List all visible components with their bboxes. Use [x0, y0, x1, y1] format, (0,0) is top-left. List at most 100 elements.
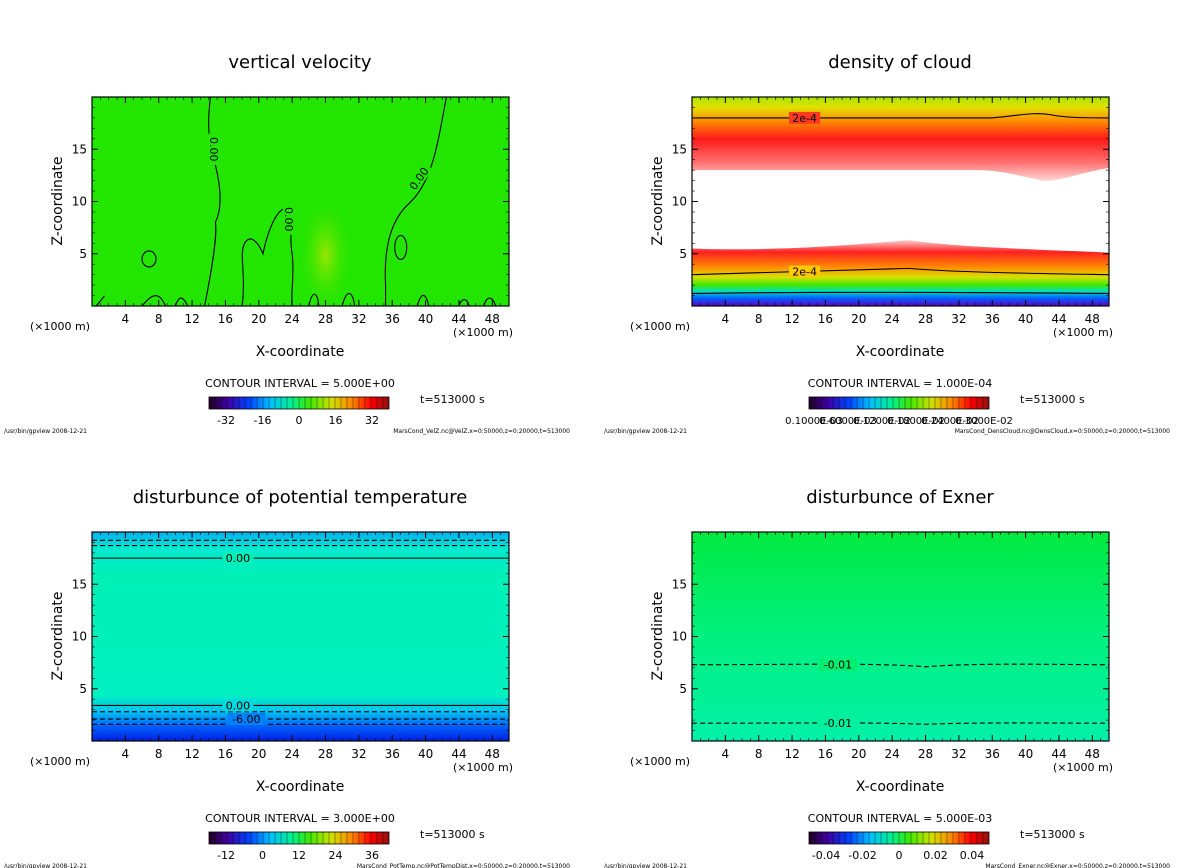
colorbar-tick-label: 0.1000E-03	[785, 416, 843, 427]
contour-line	[204, 96, 221, 307]
colorbar-tick-label: 36	[365, 849, 379, 862]
x-tick-label: 40	[418, 312, 433, 326]
colorbar-tick-label: -0.02	[848, 849, 876, 862]
y-tick-label: 5	[79, 247, 87, 261]
contour-line	[308, 293, 320, 307]
y-tick-label: 15	[72, 577, 87, 591]
contour-line	[691, 267, 1110, 276]
contour-label: 0.00	[226, 699, 251, 712]
contour-label-bg	[405, 162, 433, 195]
colorbar-tick-label: 0	[896, 849, 903, 862]
y-axis-label: Z-coordinate	[50, 156, 66, 245]
y-axis-label: Z-coordinate	[50, 591, 66, 680]
contour-line	[141, 295, 166, 307]
x-unit-left: (×1000 m)	[630, 755, 690, 768]
colorbar-tick-label: 24	[329, 849, 343, 862]
x-tick-label: 32	[951, 747, 966, 761]
x-tick-label: 32	[951, 312, 966, 326]
x-unit-right: (×1000 m)	[453, 761, 513, 774]
x-tick-label: 24	[885, 747, 900, 761]
contour-line	[458, 299, 470, 307]
x-tick-label: 16	[818, 312, 833, 326]
y-tick-label: 5	[679, 247, 687, 261]
x-tick-label: 16	[218, 747, 233, 761]
x-axis-label: X-coordinate	[856, 779, 945, 795]
colorbar-tick-label: 0	[259, 849, 266, 862]
contour-line	[95, 295, 105, 307]
contour-label-bg	[282, 203, 295, 235]
x-axis-label: X-coordinate	[856, 344, 945, 360]
x-unit-right: (×1000 m)	[1053, 761, 1113, 774]
contour-line	[483, 297, 497, 307]
contour-line	[394, 234, 408, 261]
contour-interval: CONTOUR INTERVAL = 5.000E+00	[205, 377, 395, 390]
x-unit-left: (×1000 m)	[630, 320, 690, 333]
colorbar-tick-label: 0.02	[923, 849, 948, 862]
lower-cloud-band	[692, 240, 1109, 306]
footer-right: MarsCond_VelZ.nc@VelZ,x=0:50000,z=0:2000…	[393, 428, 570, 435]
contour-label: 0.00	[282, 207, 295, 232]
x-tick-label: 48	[485, 312, 500, 326]
x-tick-label: 24	[285, 312, 300, 326]
x-tick-label: 28	[318, 747, 333, 761]
footer-left: /usr/bin/gpview 2008-12-21	[604, 863, 687, 868]
x-tick-label: 44	[451, 312, 466, 326]
x-tick-label: 48	[1085, 312, 1100, 326]
colorbar-tick-label: -16	[254, 414, 272, 427]
x-tick-label: 44	[1051, 312, 1066, 326]
colorbar-tick-label: 0.6000E-03	[819, 416, 877, 427]
contour-label: -0.01	[824, 659, 852, 672]
x-tick-label: 48	[1085, 747, 1100, 761]
contour-label: 2e-4	[792, 266, 817, 279]
contour-label-bg	[788, 265, 821, 278]
panel-3: disturbunce of potential temperature 0.00…	[4, 487, 570, 868]
field-fill: -0.01 -0.01	[691, 532, 1110, 741]
x-tick-label: 8	[155, 312, 163, 326]
contour-line	[174, 297, 189, 307]
x-tick-label: 20	[851, 747, 866, 761]
x-tick-label: 4	[722, 747, 730, 761]
contour-label: 0.00	[226, 552, 251, 565]
contour-line	[416, 294, 430, 307]
x-unit-left: (×1000 m)	[30, 320, 90, 333]
x-tick-label: 12	[184, 312, 199, 326]
y-tick-label: 15	[72, 142, 87, 156]
y-tick-label: 10	[72, 630, 87, 644]
colorbar-tick-label: 0.1800E-02	[887, 416, 945, 427]
footer-left: /usr/bin/gpview 2008-12-21	[4, 863, 87, 868]
contour-label: 0.00	[207, 137, 220, 162]
x-tick-label: 32	[351, 312, 366, 326]
x-tick-label: 40	[1018, 312, 1033, 326]
colorbar-tick-label: 0.1200E-02	[853, 416, 911, 427]
time-label: t=513000 s	[1020, 828, 1085, 841]
x-tick-label: 8	[755, 747, 763, 761]
x-tick-label: 12	[184, 747, 199, 761]
x-tick-label: 28	[318, 312, 333, 326]
x-tick-label: 16	[218, 312, 233, 326]
contour-label: -6.00	[232, 713, 260, 726]
footer-right: MarsCond_DensCloud.nc@DensCloud,x=0:5000…	[955, 428, 1170, 435]
contour-interval: CONTOUR INTERVAL = 3.000E+00	[205, 812, 395, 825]
footer-left: /usr/bin/gpview 2008-12-21	[4, 428, 87, 435]
contour-label-bg	[207, 133, 220, 165]
contour-label-bg	[818, 658, 857, 671]
x-tick-label: 28	[918, 747, 933, 761]
contour-line	[692, 113, 1110, 119]
x-axis-label: X-coordinate	[256, 344, 345, 360]
x-tick-label: 24	[885, 312, 900, 326]
contour-label: 2e-4	[792, 112, 817, 125]
contour-interval: CONTOUR INTERVAL = 5.000E-03	[808, 812, 992, 825]
field-fill: 2e-4 2e-4	[691, 97, 1110, 306]
y-tick-label: 5	[79, 682, 87, 696]
field-fill: 0.000.000.00	[92, 96, 509, 307]
y-tick-label: 15	[672, 577, 687, 591]
colorbar-tick-label: 12	[292, 849, 306, 862]
colorbar-tick-label: -32	[217, 414, 235, 427]
x-tick-label: 4	[122, 747, 130, 761]
contour-line	[691, 722, 1110, 725]
contour-line	[141, 250, 157, 268]
contour-line	[691, 291, 1110, 295]
x-unit-right: (×1000 m)	[1053, 326, 1113, 339]
